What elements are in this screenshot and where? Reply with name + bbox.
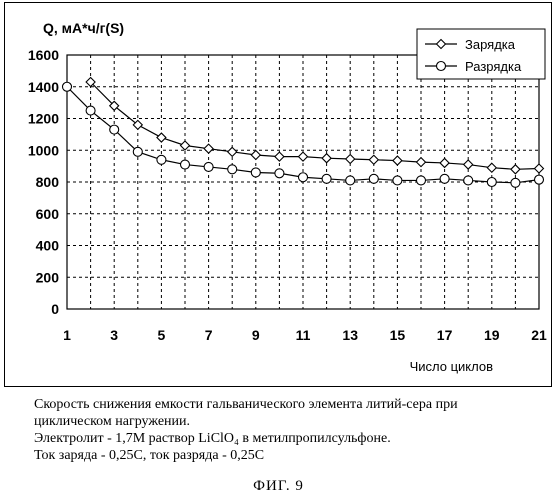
chart-frame: 0200400600800100012001400160013579111315… [4, 2, 552, 387]
y-tick-label: 200 [36, 269, 60, 285]
data-point-2 [511, 178, 520, 187]
data-point-1 [181, 141, 190, 150]
caption-line-4: Ток заряда - 0,25С, ток разряда - 0,25С [34, 447, 504, 464]
y-tick-label: 1600 [28, 47, 59, 63]
x-tick-label: 15 [390, 327, 406, 343]
x-tick-label: 5 [158, 327, 166, 343]
x-tick-label: 11 [296, 327, 311, 343]
x-tick-label: 21 [531, 327, 547, 343]
legend-marker-2 [437, 62, 446, 71]
x-tick-label: 3 [110, 327, 118, 343]
data-point-1 [417, 158, 426, 167]
data-point-1 [464, 160, 473, 169]
data-point-2 [157, 155, 166, 164]
data-point-2 [535, 175, 544, 184]
y-tick-label: 1000 [28, 142, 59, 158]
y-tick-label: 1200 [28, 111, 59, 127]
data-point-2 [346, 176, 355, 185]
data-point-2 [228, 165, 237, 174]
data-point-2 [440, 174, 449, 183]
figure-label: ФИГ. 9 [0, 478, 557, 495]
data-point-1 [535, 164, 544, 173]
data-point-2 [299, 173, 308, 182]
legend-label-1: Зарядка [465, 37, 516, 52]
x-tick-label: 19 [484, 327, 500, 343]
data-point-2 [487, 178, 496, 187]
data-point-1 [511, 165, 520, 174]
x-tick-label: 13 [342, 327, 358, 343]
y-tick-label: 1400 [28, 79, 59, 95]
data-point-2 [204, 162, 213, 171]
legend-label-2: Разрядка [465, 59, 522, 74]
data-point-2 [464, 176, 473, 185]
data-point-2 [181, 160, 190, 169]
y-tick-label: 400 [36, 238, 60, 254]
data-point-1 [369, 155, 378, 164]
data-point-2 [133, 147, 142, 156]
data-point-2 [322, 174, 331, 183]
y-tick-label: 0 [51, 301, 59, 317]
data-point-1 [487, 163, 496, 172]
x-axis-label: Число циклов [410, 359, 494, 374]
caption-line-1: Скорость снижения емкости гальваническог… [34, 396, 504, 413]
data-point-1 [440, 158, 449, 167]
y-tick-label: 800 [36, 174, 60, 190]
data-point-2 [86, 106, 95, 115]
caption-line-2: циклическом нагружении. [34, 413, 504, 430]
data-point-1 [228, 147, 237, 156]
data-point-2 [393, 176, 402, 185]
data-point-1 [251, 151, 260, 160]
data-point-1 [322, 154, 331, 163]
data-point-2 [275, 169, 284, 178]
data-point-1 [157, 133, 166, 142]
x-tick-label: 1 [63, 327, 71, 343]
x-tick-label: 9 [252, 327, 260, 343]
data-point-2 [63, 82, 72, 91]
data-point-1 [346, 154, 355, 163]
data-point-2 [110, 125, 119, 134]
y-tick-label: 600 [36, 206, 60, 222]
x-tick-label: 7 [205, 327, 213, 343]
data-point-2 [417, 176, 426, 185]
x-tick-label: 17 [437, 327, 453, 343]
data-point-2 [251, 168, 260, 177]
caption-line-3: Электролит - 1,7М раствор LiClO₄ в метил… [34, 430, 504, 447]
data-point-1 [393, 156, 402, 165]
data-point-1 [299, 152, 308, 161]
data-point-1 [204, 144, 213, 153]
chart-svg: 0200400600800100012001400160013579111315… [5, 3, 553, 388]
data-point-2 [369, 174, 378, 183]
y-axis-label: Q, мА*ч/г(S) [43, 20, 124, 36]
chart-caption: Скорость снижения емкости гальваническог… [34, 396, 504, 464]
data-point-1 [275, 152, 284, 161]
